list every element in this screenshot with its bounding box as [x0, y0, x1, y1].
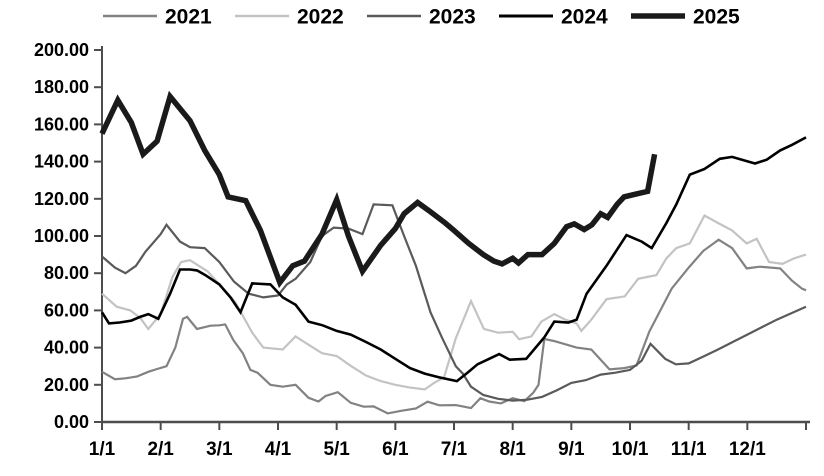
x-tick-label: 10/1 — [612, 439, 649, 460]
y-tick-label: 160.00 — [34, 114, 89, 134]
legend-label-2025: 2025 — [693, 6, 740, 29]
y-tick-label: 100.00 — [34, 226, 89, 246]
axes: 0.00 20.00 40.00 60.00 80.00 100.00 120.00 140.… — [34, 40, 810, 460]
y-tick-label: 120.00 — [34, 189, 89, 209]
x-tick-label: 4/1 — [265, 439, 292, 460]
legend-item-2023: 2023 — [367, 6, 476, 29]
series-line-2023 — [101, 203, 807, 402]
legend-item-2021: 2021 — [103, 6, 212, 29]
y-tick-label: 80.00 — [44, 263, 89, 283]
x-tick-label: 3/1 — [206, 439, 233, 460]
x-tick-label: 6/1 — [382, 439, 409, 460]
x-tick-label: 12/1 — [729, 439, 766, 460]
series-line-2022 — [101, 213, 807, 391]
x-tick-label: 1/1 — [89, 439, 116, 460]
series-line-2024 — [100, 136, 807, 383]
legend-item-2025: 2025 — [631, 6, 740, 29]
legend-label-2022: 2022 — [297, 6, 344, 29]
legend-label-2024: 2024 — [561, 6, 608, 29]
x-tick-label: 7/1 — [441, 439, 468, 460]
legend-item-2022: 2022 — [235, 6, 344, 29]
series-line-2025 — [99, 90, 658, 289]
x-tick-label: 2/1 — [147, 439, 174, 460]
y-tick-label: 180.00 — [34, 77, 89, 97]
x-tick-label: 9/1 — [558, 439, 585, 460]
legend-label-2021: 2021 — [165, 6, 212, 29]
legend: 2021 2022 2023 2024 2025 — [103, 6, 740, 29]
y-tick-label: 200.00 — [34, 40, 89, 60]
y-tick-label: 140.00 — [34, 152, 89, 172]
series-line-2021 — [101, 238, 807, 415]
y-tick-label: 40.00 — [44, 338, 89, 358]
legend-label-2023: 2023 — [429, 6, 476, 29]
x-tick-label: 5/1 — [323, 439, 350, 460]
y-tick-label: 60.00 — [44, 300, 89, 320]
x-tick-label: 8/1 — [499, 439, 526, 460]
y-tick-label: 20.00 — [44, 375, 89, 395]
legend-item-2024: 2024 — [499, 6, 608, 29]
y-tick-label: 0.00 — [54, 412, 89, 432]
x-tick-label: 11/1 — [671, 439, 707, 460]
